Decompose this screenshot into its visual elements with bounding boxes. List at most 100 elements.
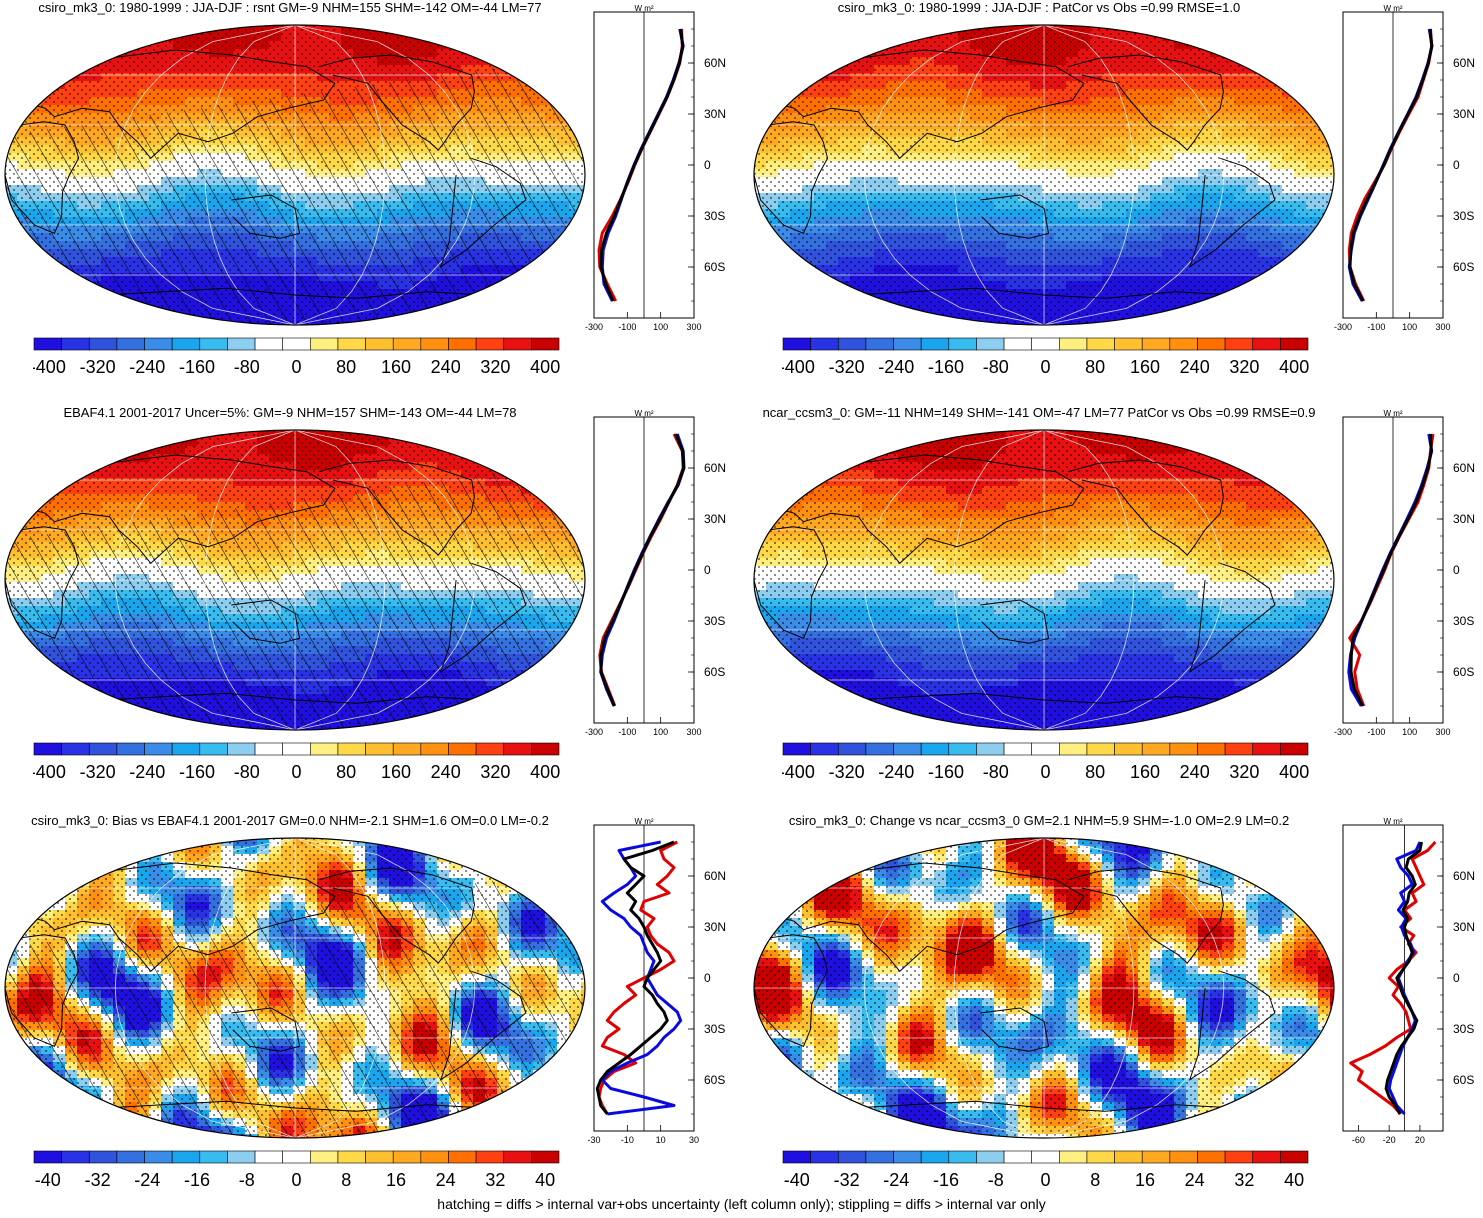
map-cell xyxy=(485,321,498,326)
map-cell xyxy=(497,438,510,447)
map-cell xyxy=(754,105,767,114)
map-cell xyxy=(958,321,971,326)
map-cell xyxy=(814,57,827,66)
map-cell xyxy=(17,249,30,258)
colorbar-tick-label: -160 xyxy=(928,357,964,377)
map-cell xyxy=(802,33,815,42)
map-cell xyxy=(545,273,558,282)
map-cell xyxy=(802,73,815,82)
map-cell xyxy=(17,241,30,250)
map-cell xyxy=(1306,41,1319,50)
map-cell xyxy=(437,313,450,322)
map-cell xyxy=(1270,65,1283,74)
map-cell xyxy=(1234,321,1247,326)
map-cell xyxy=(1282,81,1295,90)
chart-panel-2: csiro_mk3_0: 1980-1999 : JJA-DJF : PatCo… xyxy=(749,0,1483,405)
map-cell xyxy=(778,313,791,322)
x-tick-label: -300 xyxy=(585,322,603,332)
map-cell xyxy=(1294,41,1307,50)
colorbar-swatch xyxy=(393,338,421,350)
y-tick-label: 60N xyxy=(1453,56,1475,70)
map-cell xyxy=(89,33,102,42)
map-cell xyxy=(754,225,767,234)
map-cell xyxy=(485,430,498,439)
map-cell xyxy=(545,305,558,314)
map-cell xyxy=(922,321,935,326)
colorbar-tick-label: 0 xyxy=(291,357,301,377)
map-cell xyxy=(557,470,570,479)
colorbar-swatch xyxy=(227,338,255,350)
map-cell xyxy=(802,57,815,66)
map-cell xyxy=(1210,321,1223,326)
map-cell xyxy=(485,49,498,58)
map-cell xyxy=(1294,273,1307,282)
map-cell xyxy=(41,273,54,282)
map-cell xyxy=(1258,33,1271,42)
map-cell xyxy=(53,462,66,471)
map-cell xyxy=(754,265,767,274)
map-cell xyxy=(53,41,66,50)
map-cell xyxy=(497,313,510,322)
map-cell xyxy=(461,41,474,50)
map-cell xyxy=(814,49,827,58)
map-cell xyxy=(53,281,66,290)
map-cell xyxy=(425,313,438,322)
map-cell xyxy=(754,121,767,130)
map-cell xyxy=(766,97,779,106)
map-cell xyxy=(1210,313,1223,322)
map-cell xyxy=(1246,289,1259,298)
map-cell xyxy=(509,430,522,439)
map-cell xyxy=(125,446,138,455)
map-cell xyxy=(790,49,803,58)
chart-title: EBAF4.1 2001-2017 Uncer=5%: GM=-9 NHM=15… xyxy=(0,405,580,421)
map-cell xyxy=(557,73,570,82)
map-cell xyxy=(886,313,899,322)
map-cell xyxy=(1162,321,1175,326)
y-tick-label: 60S xyxy=(704,260,725,274)
map-cell xyxy=(1282,41,1295,50)
map-cell xyxy=(101,33,114,42)
map-cell xyxy=(89,430,102,439)
map-cell xyxy=(185,25,198,34)
map-cell xyxy=(521,478,534,487)
map-cell xyxy=(17,486,30,495)
map-cell xyxy=(1234,25,1247,34)
map-cell xyxy=(449,25,462,34)
map-cell xyxy=(1210,33,1223,42)
map-cell xyxy=(17,81,30,90)
map-cell xyxy=(101,305,114,314)
map-cell xyxy=(65,305,78,314)
map-cell xyxy=(89,25,102,34)
colorbar-swatch xyxy=(145,338,173,350)
map-cell xyxy=(1294,81,1307,90)
map-cell xyxy=(137,438,150,447)
map-cell xyxy=(1294,89,1307,98)
colorbar-tick-label: -160 xyxy=(179,357,215,377)
map-cell xyxy=(41,65,54,74)
map-cell xyxy=(1246,305,1259,314)
map-cell xyxy=(533,430,546,439)
colorbar-tick-label: 80 xyxy=(1085,357,1105,377)
map-cell xyxy=(545,430,558,439)
colorbar-tick-label: 400 xyxy=(1279,357,1309,377)
map-cell xyxy=(1270,57,1283,66)
map-cell xyxy=(766,89,779,98)
map-cell xyxy=(17,289,30,298)
map-cell xyxy=(862,305,875,314)
map-cell xyxy=(17,446,30,455)
map-cell xyxy=(53,73,66,82)
map-cell xyxy=(509,41,522,50)
map-cell xyxy=(1174,25,1187,34)
map-cell xyxy=(437,321,450,326)
map-cell xyxy=(545,89,558,98)
map-cell xyxy=(850,321,863,326)
map-cell xyxy=(910,313,923,322)
colorbar-swatch xyxy=(117,338,145,350)
map-cell xyxy=(5,478,18,487)
map-cell xyxy=(545,486,558,495)
map-cell xyxy=(754,25,767,34)
map-cell xyxy=(29,438,42,447)
map-cell xyxy=(838,305,851,314)
map-cell xyxy=(1282,321,1295,326)
